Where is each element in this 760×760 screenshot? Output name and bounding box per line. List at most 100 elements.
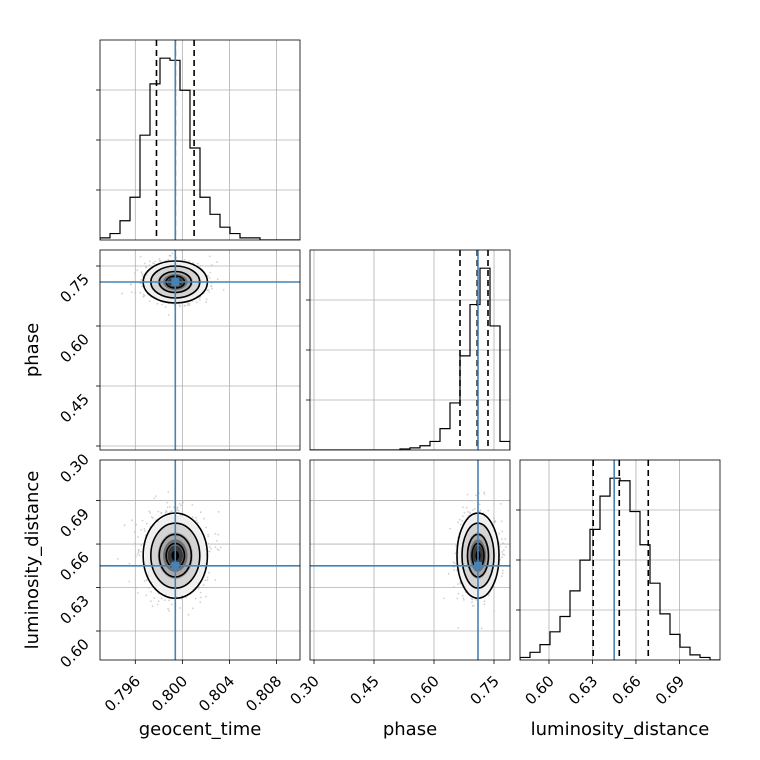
sample-point: [478, 510, 481, 513]
sample-point: [196, 521, 199, 524]
joint-content: [100, 250, 300, 450]
sample-point: [467, 511, 469, 513]
sample-point: [139, 291, 142, 294]
sample-point: [483, 491, 485, 494]
hist-panel-geocent_time: [96, 39, 301, 241]
panel-frame: [519, 459, 721, 661]
sample-point: [462, 506, 464, 509]
x-tick-label: 0.66: [608, 672, 644, 708]
sample-point: [475, 494, 477, 497]
sample-point: [148, 510, 151, 513]
joint-panel-geocent_time-luminosity_distance: 0.60 0.63 0.66 0.69: [56, 459, 301, 671]
sample-point: [177, 509, 180, 512]
sample-point: [176, 596, 178, 598]
sample-point: [161, 303, 164, 306]
sample-point: [139, 255, 142, 258]
sample-point: [160, 597, 163, 600]
y-tick-label: 0.69: [56, 505, 92, 541]
sample-point: [128, 562, 131, 565]
sample-point: [156, 603, 159, 606]
sample-point: [164, 512, 167, 514]
truth-marker: [474, 561, 482, 570]
sample-point: [168, 599, 171, 602]
sample-point: [136, 269, 139, 272]
sample-point: [188, 303, 191, 305]
sample-point: [191, 607, 194, 610]
sample-point: [148, 586, 151, 589]
x-axis-label-geocent_time: geocent_time: [139, 719, 262, 740]
panel-frame: [99, 39, 301, 241]
sample-point: [493, 521, 496, 524]
histogram-phase: [310, 267, 510, 450]
y-tick-label: 0.45: [56, 390, 92, 426]
y-axis-label-luminosity_distance: luminosity_distance: [22, 471, 43, 650]
sample-point: [204, 579, 207, 582]
sample-point: [217, 510, 220, 513]
sample-point: [166, 506, 169, 509]
joint-panel-geocent_time-phase: 0.30 0.45 0.60 0.75: [56, 249, 301, 486]
sample-point: [129, 283, 132, 286]
panel-frame: [99, 459, 301, 661]
sample-point: [191, 504, 194, 506]
sample-point: [157, 600, 160, 603]
y-axis-label-phase: phase: [22, 323, 43, 377]
sample-point: [499, 558, 502, 561]
sample-point: [152, 262, 155, 264]
sample-point: [208, 546, 211, 548]
sample-point: [458, 518, 461, 521]
sample-point: [188, 304, 190, 307]
sample-point: [447, 572, 450, 575]
sample-point: [479, 509, 482, 511]
sample-point: [155, 495, 157, 497]
sample-point: [184, 304, 187, 307]
sample-point: [455, 544, 457, 547]
sample-point: [456, 597, 459, 600]
sample-point: [182, 501, 184, 504]
sample-point: [135, 523, 138, 526]
sample-point: [471, 598, 474, 601]
x-tick-label: 0.45: [346, 672, 382, 708]
sample-point: [191, 516, 194, 519]
y-tick-label: 0.60: [56, 330, 92, 366]
x-tick-label: 0.804: [195, 672, 238, 715]
sample-point: [130, 291, 133, 293]
histogram-geocent_time: [100, 57, 300, 240]
x-tick-label: 0.60: [521, 672, 557, 708]
sample-point: [180, 504, 182, 507]
x-axis-label-luminosity_distance: luminosity_distance: [531, 719, 710, 740]
sample-point: [195, 301, 198, 304]
sample-point: [214, 579, 217, 581]
sample-point: [143, 528, 146, 530]
sample-point: [179, 607, 181, 609]
sample-point: [141, 519, 144, 522]
x-tick-label: 0.808: [242, 672, 285, 715]
sample-point: [198, 586, 201, 589]
sample-point: [116, 558, 119, 560]
sample-point: [478, 503, 481, 506]
sample-point: [217, 533, 219, 536]
sample-point: [501, 530, 504, 533]
sample-point: [140, 528, 143, 531]
sample-point: [475, 598, 478, 601]
sample-point: [216, 261, 218, 263]
sample-point: [453, 569, 456, 571]
sample-point: [205, 595, 207, 598]
panel-frame: [99, 249, 301, 451]
sample-point: [148, 300, 151, 303]
x-axis-label-phase: phase: [383, 719, 437, 740]
sample-point: [148, 264, 151, 267]
sample-point: [195, 516, 197, 519]
sample-point: [141, 272, 143, 275]
sample-point: [501, 553, 504, 556]
sample-point: [452, 561, 455, 563]
sample-point: [140, 271, 143, 273]
sample-point: [138, 554, 141, 557]
sample-point: [459, 523, 462, 526]
sample-point: [207, 274, 209, 277]
sample-point: [504, 538, 507, 540]
sample-point: [487, 594, 490, 597]
sample-point: [207, 542, 210, 545]
sample-point: [197, 262, 199, 265]
sample-point: [500, 538, 503, 540]
sample-point: [137, 548, 140, 551]
